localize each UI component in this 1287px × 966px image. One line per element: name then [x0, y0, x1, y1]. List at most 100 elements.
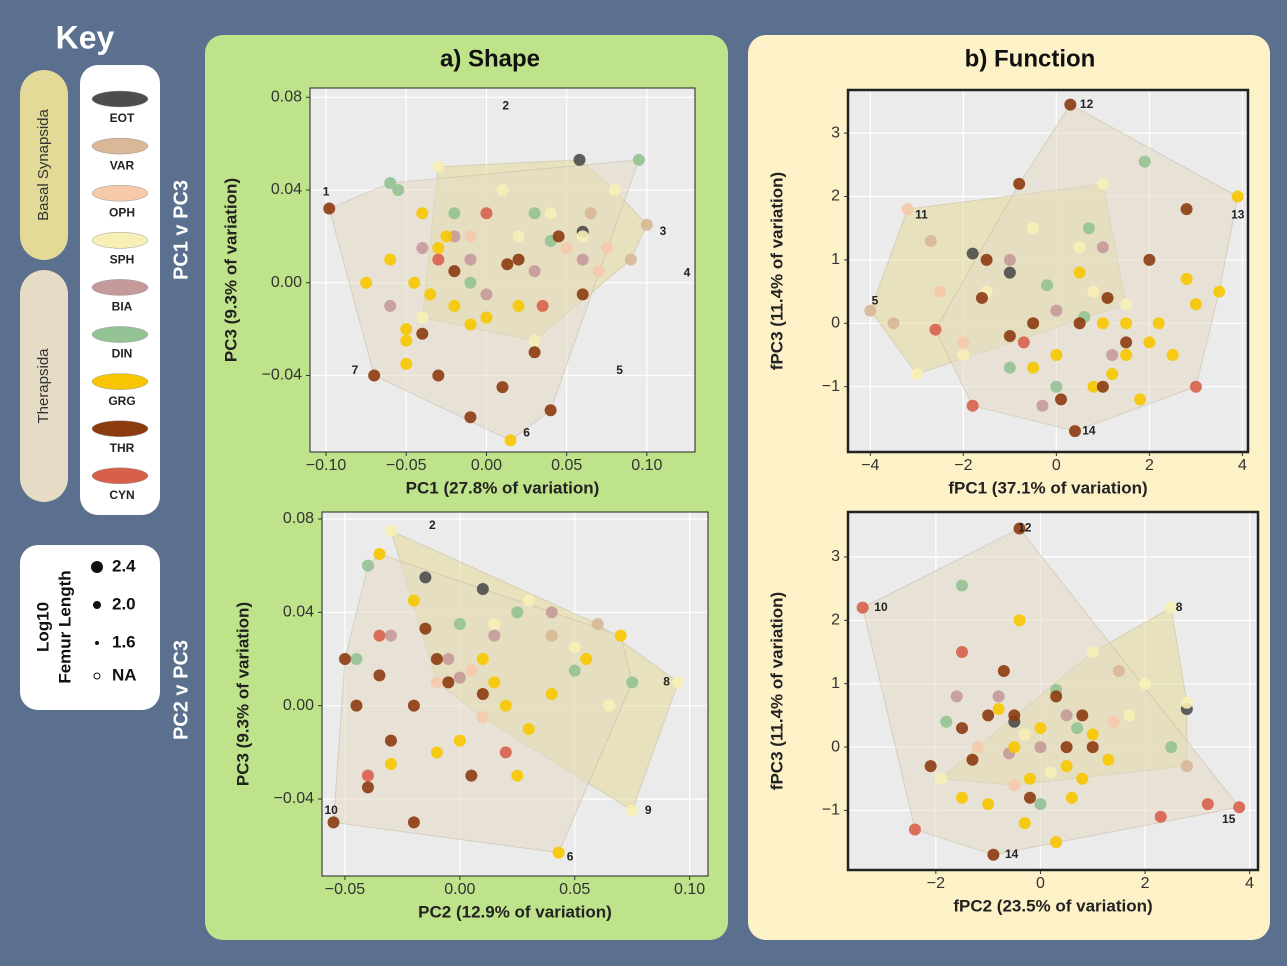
point	[545, 207, 557, 219]
group-icon	[92, 185, 148, 201]
point	[1066, 792, 1078, 804]
point	[454, 618, 466, 630]
point	[511, 770, 523, 782]
point	[981, 254, 993, 266]
point	[350, 653, 362, 665]
point	[448, 300, 460, 312]
point	[416, 328, 428, 340]
y-axis-label: fPC3 (11.4% of variation)	[767, 172, 786, 370]
group-icon	[92, 91, 148, 107]
y-tick-label: 0.00	[271, 274, 302, 291]
point	[454, 672, 466, 684]
x-tick-label: 0.05	[551, 457, 582, 474]
group-icon	[92, 279, 148, 295]
point	[440, 230, 452, 242]
point	[488, 630, 500, 642]
row-label: PC2 v PC3	[170, 640, 192, 740]
point	[929, 324, 941, 336]
size-label: 1.6	[112, 632, 136, 651]
row-label: PC1 v PC3	[170, 180, 192, 280]
point	[1190, 381, 1202, 393]
point	[1120, 298, 1132, 310]
size-swatch-na	[94, 673, 100, 679]
point	[857, 602, 869, 614]
specimen-label: 3	[660, 224, 667, 238]
point	[1041, 279, 1053, 291]
group-label: BIA	[112, 300, 133, 314]
point	[416, 207, 428, 219]
point	[1102, 754, 1114, 766]
point	[972, 741, 984, 753]
point	[911, 368, 923, 380]
x-tick-label: 0.00	[471, 457, 502, 474]
point	[442, 676, 454, 688]
point	[523, 595, 535, 607]
specimen-label: 8	[1176, 600, 1183, 614]
specimen-label: 9	[645, 803, 652, 817]
point	[477, 583, 489, 595]
point	[577, 230, 589, 242]
point	[511, 606, 523, 618]
point	[400, 335, 412, 347]
point	[513, 254, 525, 266]
point	[672, 676, 684, 688]
point	[500, 700, 512, 712]
specimen-label: 8	[663, 675, 670, 689]
point	[1102, 292, 1114, 304]
specimen-label: 1	[323, 185, 330, 199]
point	[432, 161, 444, 173]
group-icon	[92, 138, 148, 154]
x-tick-label: 2	[1145, 457, 1154, 474]
point	[1167, 349, 1179, 361]
group-icon	[92, 468, 148, 484]
size-key-title: Log10	[33, 602, 52, 652]
x-axis-label: fPC2 (23.5% of variation)	[953, 896, 1152, 915]
point	[464, 411, 476, 423]
point	[1120, 349, 1132, 361]
point	[488, 676, 500, 688]
specimen-label: 5	[872, 293, 879, 307]
figure: a) Shape b) Function PC1 v PC3 PC2 v PC3…	[0, 0, 1287, 961]
point	[546, 688, 558, 700]
size-swatch	[95, 641, 99, 645]
point	[1050, 305, 1062, 317]
x-tick-label: 0.10	[674, 881, 705, 898]
point	[1004, 267, 1016, 279]
point	[569, 641, 581, 653]
point	[1019, 728, 1031, 740]
point	[956, 580, 968, 592]
point	[925, 760, 937, 772]
point	[1074, 267, 1086, 279]
point	[1213, 286, 1225, 298]
x-axis-label: PC2 (12.9% of variation)	[418, 902, 612, 921]
point	[424, 288, 436, 300]
point	[1013, 178, 1025, 190]
point	[431, 676, 443, 688]
point	[529, 346, 541, 358]
point	[976, 292, 988, 304]
y-tick-label: 0.08	[271, 88, 302, 105]
point	[561, 242, 573, 254]
point	[1083, 222, 1095, 234]
point	[998, 665, 1010, 677]
x-tick-label: −2	[954, 457, 972, 474]
point	[327, 816, 339, 828]
point	[1069, 425, 1081, 437]
point	[956, 792, 968, 804]
point	[431, 653, 443, 665]
point	[626, 805, 638, 817]
point	[368, 369, 380, 381]
point	[465, 665, 477, 677]
point	[1087, 646, 1099, 658]
point	[625, 254, 637, 266]
point	[323, 203, 335, 215]
point	[419, 571, 431, 583]
point	[1076, 709, 1088, 721]
point	[1108, 716, 1120, 728]
y-tick-label: 1	[831, 675, 840, 692]
point	[529, 265, 541, 277]
y-tick-label: 1	[831, 251, 840, 268]
point	[1014, 614, 1026, 626]
point	[577, 254, 589, 266]
point	[529, 335, 541, 347]
